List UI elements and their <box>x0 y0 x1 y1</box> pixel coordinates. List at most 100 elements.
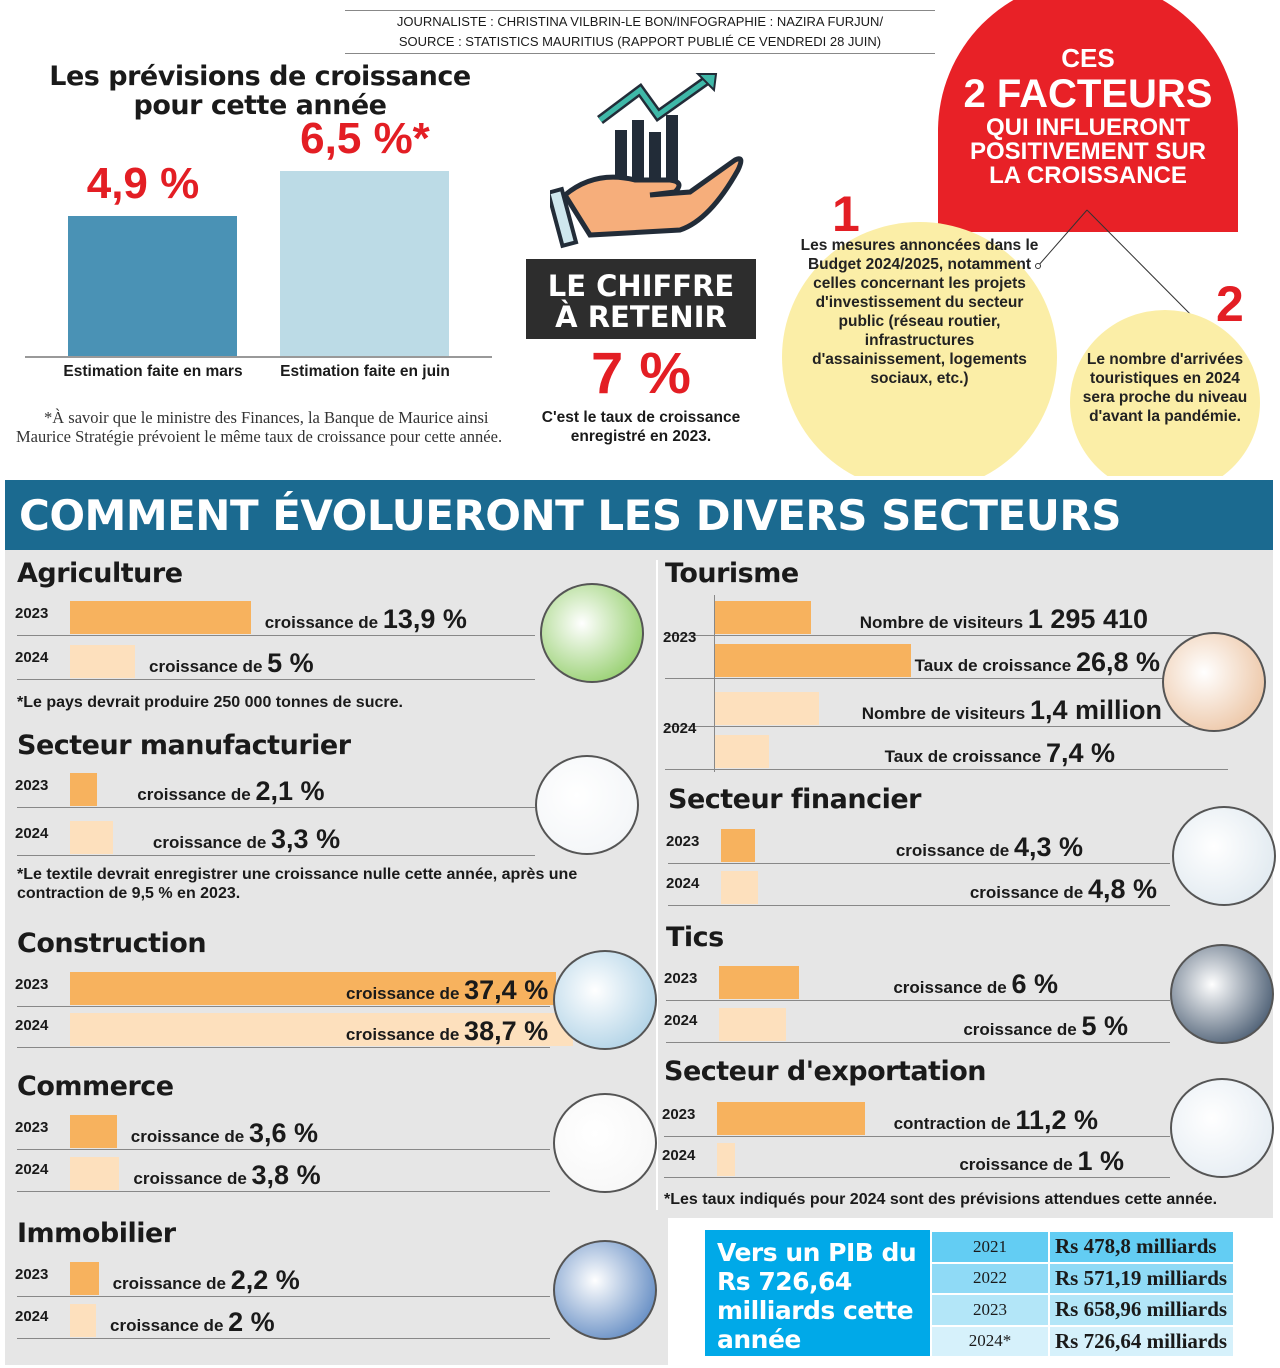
label-prefix: croissance de <box>149 657 263 676</box>
sector-bar <box>70 1013 574 1046</box>
year-label: 2023 <box>666 833 700 850</box>
sector-row-label: croissance de 6 % <box>893 969 1058 1003</box>
sector-title: Secteur financier <box>668 784 921 815</box>
label-prefix: croissance de <box>893 978 1007 997</box>
row-divider <box>664 1136 1170 1137</box>
label-value: 7,4 % <box>1045 738 1115 768</box>
sector-row-label: croissance de 2,2 % <box>113 1265 300 1299</box>
sector-bar <box>70 821 113 854</box>
sector-bar <box>715 735 770 768</box>
label-value: 1 % <box>1077 1146 1124 1176</box>
label-value: 26,8 % <box>1075 647 1160 677</box>
forecast-bar <box>280 170 449 356</box>
forecast-bar <box>68 216 237 356</box>
factor-2: Le nombre d'arrivées touristiques en 202… <box>1070 310 1260 495</box>
year-label: 2023 <box>663 629 697 646</box>
key-figure-caption: C'est le taux de croissance enregistré e… <box>541 409 741 445</box>
year-label: 2024 <box>663 720 697 737</box>
sector-note: *Les taux indiqués pour 2024 sont des pr… <box>664 1191 1218 1208</box>
sector-row-label: croissance de 3,6 % <box>131 1118 318 1152</box>
sector-row-label: croissance de 4,8 % <box>970 874 1157 908</box>
panel-divider <box>656 560 658 1210</box>
label-value: 3,3 % <box>271 824 341 854</box>
sector-row-label: croissance de 38,7 % <box>346 1016 548 1050</box>
sector-row-label: croissance de 37,4 % <box>346 975 548 1009</box>
row-divider <box>666 1000 1170 1001</box>
pib-value: Rs 658,96 milliards <box>1048 1293 1235 1327</box>
globe-tech-illustration <box>1170 944 1274 1044</box>
label-prefix: croissance de <box>133 1169 247 1188</box>
row-divider <box>665 726 1228 727</box>
beach-bag-illustration <box>1162 632 1266 732</box>
row-divider <box>17 855 535 856</box>
row-divider <box>17 679 535 680</box>
label-value: 3,6 % <box>248 1118 318 1148</box>
sector-title: Secteur manufacturier <box>17 730 351 761</box>
pib-title: Vers un PIB du Rs 726,64 milliards cette… <box>705 1230 930 1356</box>
sector-bar <box>70 601 251 634</box>
factor-2-number: 2 <box>1216 276 1244 332</box>
year-label: 2024 <box>15 1308 49 1325</box>
label-value: 5 % <box>1081 1011 1128 1041</box>
forecast-category-label: Estimation faite en juin <box>280 363 450 380</box>
forecast-title: Les prévisions de croissance pour cette a… <box>49 61 471 121</box>
label-value: 11,2 % <box>1015 1105 1098 1135</box>
pib-row: 2024* Rs 726,64 milliards <box>930 1324 1235 1358</box>
sectors-banner: COMMENT ÉVOLUERONT LES DIVERS SECTEURS <box>5 480 1273 550</box>
factory-illustration <box>535 755 639 855</box>
sector-note: *Le pays devrait produire 250 000 tonnes… <box>17 694 403 711</box>
sector-row-label: contraction de 11,2 % <box>894 1105 1098 1139</box>
sector-title: Tourisme <box>665 558 799 589</box>
pib-year: 2022 <box>930 1261 1050 1295</box>
sector-row-label: croissance de 4,3 % <box>896 832 1083 866</box>
pib-row: 2023 Rs 658,96 milliards <box>930 1293 1235 1327</box>
row-divider <box>668 905 1170 906</box>
tractor-illustration <box>540 583 644 683</box>
row-divider <box>665 678 1228 679</box>
sector-row-label: croissance de 1 % <box>959 1146 1124 1180</box>
row-divider <box>17 1149 550 1150</box>
pib-value: Rs 571,19 milliards <box>1048 1261 1235 1295</box>
pib-value: Rs 478,8 milliards <box>1048 1230 1235 1264</box>
label-value: 2 % <box>228 1307 275 1337</box>
label-value: 6 % <box>1011 969 1058 999</box>
row-divider <box>664 1177 1170 1178</box>
growth-hand-icon <box>550 73 744 249</box>
left-panel <box>5 550 668 1365</box>
label-value: 37,4 % <box>464 975 549 1005</box>
label-prefix: Nombre de visiteurs <box>861 704 1026 723</box>
sector-title: Secteur d'exportation <box>664 1056 987 1087</box>
sector-row-label: croissance de 2 % <box>110 1307 275 1341</box>
row-divider <box>17 1047 550 1048</box>
sector-note: *Le textile devrait enregistrer une croi… <box>17 866 578 902</box>
sector-row-label: Taux de croissance 26,8 % <box>915 647 1160 681</box>
year-label: 2023 <box>662 1106 696 1123</box>
row-divider <box>668 863 1170 864</box>
row-divider <box>17 1191 550 1192</box>
year-label: 2024 <box>662 1147 696 1164</box>
sector-bar <box>70 1304 96 1337</box>
sector-bar <box>70 1157 120 1190</box>
label-prefix: croissance de <box>112 1274 226 1293</box>
year-label: 2024 <box>664 1012 698 1029</box>
spacer <box>0 476 1280 482</box>
year-label: 2024 <box>15 825 49 842</box>
sector-row-label: Nombre de visiteurs 1 295 410 <box>860 604 1148 638</box>
pib-year: 2024* <box>930 1324 1050 1358</box>
label-value: 2,1 % <box>255 776 325 806</box>
key-figure-value: 7 % <box>591 341 691 406</box>
sector-title: Agriculture <box>17 558 183 589</box>
factors-title: CES 2 FACTEURS QUI INFLUERONT POSITIVEME… <box>938 0 1238 232</box>
sector-bar <box>715 644 911 677</box>
row-divider <box>17 807 535 808</box>
sector-bar <box>715 692 819 725</box>
year-label: 2023 <box>15 777 49 794</box>
label-prefix: croissance de <box>346 984 460 1003</box>
sector-row-label: croissance de 5 % <box>149 648 314 682</box>
label-value: 13,9 % <box>382 604 467 634</box>
sector-bar <box>70 1115 117 1148</box>
label-value: 4,8 % <box>1087 874 1157 904</box>
year-label: 2024 <box>15 1161 49 1178</box>
sector-row-label: croissance de 13,9 % <box>265 604 467 638</box>
label-prefix: contraction de <box>893 1114 1011 1133</box>
